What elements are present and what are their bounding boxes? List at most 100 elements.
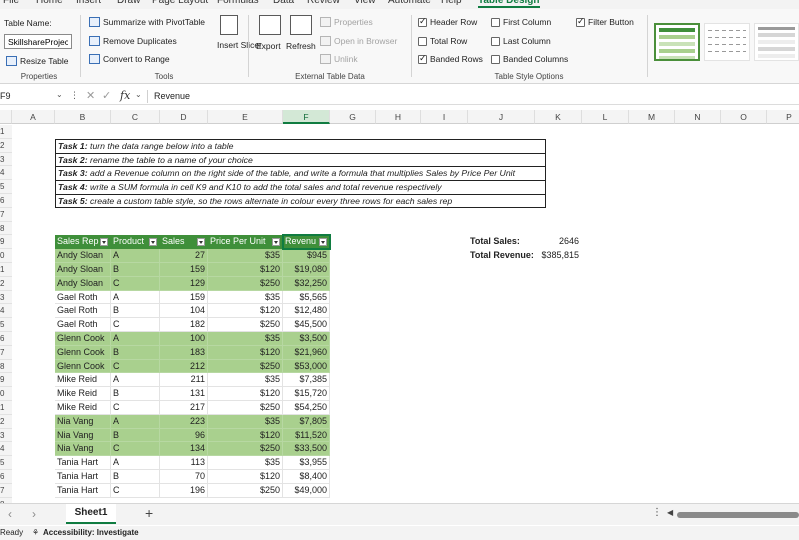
table-cell-rep[interactable]: Andy Sloan bbox=[55, 249, 111, 263]
row-header[interactable]: 9 bbox=[0, 373, 12, 388]
table-cell-revenue[interactable]: $49,000 bbox=[283, 483, 330, 498]
row-header[interactable]: 9 bbox=[0, 235, 12, 250]
table-name-input[interactable] bbox=[4, 34, 72, 49]
remove-duplicates-button[interactable]: Remove Duplicates bbox=[103, 36, 177, 46]
table-cell-sales[interactable]: 159 bbox=[160, 263, 208, 277]
table-cell-sales[interactable]: 159 bbox=[160, 290, 208, 305]
table-cell-rep[interactable]: Andy Sloan bbox=[55, 263, 111, 277]
table-cell-price[interactable]: $120 bbox=[208, 387, 283, 401]
table-style-light-swatch[interactable] bbox=[704, 23, 750, 61]
table-cell-rep[interactable]: Glenn Cook bbox=[55, 359, 111, 374]
ribbon-tab-review[interactable]: Review bbox=[307, 0, 340, 6]
scroll-left-icon[interactable]: ◀ bbox=[667, 508, 674, 517]
table-cell-price[interactable]: $120 bbox=[208, 428, 283, 443]
column-header-d[interactable]: D bbox=[160, 110, 208, 124]
ribbon-tab-view[interactable]: View bbox=[354, 0, 376, 6]
table-cell-rep[interactable]: Gael Roth bbox=[55, 304, 111, 319]
filter-dropdown-icon[interactable] bbox=[272, 238, 280, 247]
table-cell-revenue[interactable]: $32,250 bbox=[283, 276, 330, 291]
ribbon-tab-draw[interactable]: Draw bbox=[117, 0, 141, 6]
table-cell-rep[interactable]: Nia Vang bbox=[55, 414, 111, 429]
table-cell-rep[interactable]: Gael Roth bbox=[55, 290, 111, 305]
column-header-j[interactable]: J bbox=[468, 110, 535, 124]
refresh-button[interactable]: Refresh bbox=[286, 41, 316, 51]
row-header[interactable]: 4 bbox=[0, 166, 12, 181]
accessibility-status[interactable]: Accessibility: Investigate bbox=[43, 528, 139, 537]
table-cell-revenue[interactable]: $3,500 bbox=[283, 332, 330, 346]
table-cell-product[interactable]: B bbox=[111, 470, 160, 484]
table-cell-product[interactable]: B bbox=[111, 263, 160, 277]
row-header[interactable]: 0 bbox=[0, 387, 12, 401]
table-cell-sales[interactable]: 212 bbox=[160, 359, 208, 374]
table-cell-product[interactable]: A bbox=[111, 290, 160, 305]
sheet-tab-sheet1[interactable]: Sheet1 bbox=[66, 504, 116, 524]
table-header-sales[interactable]: Sales bbox=[160, 235, 208, 250]
table-style-gray-swatch[interactable] bbox=[754, 23, 799, 61]
row-header[interactable]: 5 bbox=[0, 180, 12, 194]
open-in-browser-button[interactable]: Open in Browser bbox=[334, 36, 398, 46]
table-cell-sales[interactable]: 217 bbox=[160, 401, 208, 415]
table-cell-revenue[interactable]: $11,520 bbox=[283, 428, 330, 443]
table-cell-revenue[interactable]: $12,480 bbox=[283, 304, 330, 319]
table-cell-rep[interactable]: Mike Reid bbox=[55, 401, 111, 415]
table-cell-sales[interactable]: 27 bbox=[160, 249, 208, 263]
column-header-l[interactable]: L bbox=[582, 110, 629, 124]
table-cell-rep[interactable]: Tania Hart bbox=[55, 470, 111, 484]
filter-dropdown-icon[interactable] bbox=[197, 238, 205, 247]
table-style-green-swatch[interactable] bbox=[654, 23, 700, 61]
add-sheet-icon[interactable]: + bbox=[145, 505, 154, 521]
table-header-product[interactable]: Product bbox=[111, 235, 160, 250]
ribbon-tab-insert[interactable]: Insert bbox=[76, 0, 102, 6]
function-dropdown-icon[interactable]: ⌄ bbox=[135, 90, 142, 99]
table-cell-rep[interactable]: Tania Hart bbox=[55, 456, 111, 470]
table-cell-revenue[interactable]: $7,385 bbox=[283, 373, 330, 388]
row-header[interactable]: 8 bbox=[0, 221, 12, 236]
table-cell-sales[interactable]: 134 bbox=[160, 442, 208, 457]
table-cell-product[interactable]: C bbox=[111, 276, 160, 291]
table-cell-price[interactable]: $35 bbox=[208, 373, 283, 388]
summarize-pivottable-button[interactable]: Summarize with PivotTable bbox=[103, 17, 206, 27]
table-cell-revenue[interactable]: $8,400 bbox=[283, 470, 330, 484]
table-cell-revenue[interactable]: $945 bbox=[283, 249, 330, 263]
ribbon-tab-page-layout[interactable]: Page Layout bbox=[152, 0, 209, 6]
table-cell-sales[interactable]: 129 bbox=[160, 276, 208, 291]
last-column-checkbox[interactable] bbox=[491, 37, 500, 46]
insert-function-icon[interactable]: fx bbox=[120, 89, 131, 102]
row-header[interactable]: 3 bbox=[0, 290, 12, 305]
table-cell-revenue[interactable]: $33,500 bbox=[283, 442, 330, 457]
table-cell-price[interactable]: $120 bbox=[208, 263, 283, 277]
table-cell-product[interactable]: C bbox=[111, 483, 160, 498]
row-header[interactable]: 3 bbox=[0, 152, 12, 167]
table-cell-revenue[interactable]: $3,955 bbox=[283, 456, 330, 470]
table-cell-product[interactable]: A bbox=[111, 249, 160, 263]
table-cell-price[interactable]: $120 bbox=[208, 345, 283, 360]
row-header[interactable]: 7 bbox=[0, 207, 12, 222]
total-revenue-value[interactable]: $385,815 bbox=[541, 250, 579, 261]
table-cell-rep[interactable]: Mike Reid bbox=[55, 387, 111, 401]
name-box[interactable]: F9 bbox=[0, 91, 11, 101]
banded-columns-checkbox[interactable] bbox=[491, 55, 500, 64]
table-cell-product[interactable]: B bbox=[111, 387, 160, 401]
column-header-a[interactable]: A bbox=[12, 110, 55, 124]
table-cell-revenue[interactable]: $7,805 bbox=[283, 414, 330, 429]
row-header[interactable]: 1 bbox=[0, 401, 12, 415]
first-column-checkbox[interactable] bbox=[491, 18, 500, 27]
table-cell-revenue[interactable]: $19,080 bbox=[283, 263, 330, 277]
row-header[interactable]: 1 bbox=[0, 263, 12, 277]
table-cell-price[interactable]: $250 bbox=[208, 442, 283, 457]
table-cell-price[interactable]: $35 bbox=[208, 290, 283, 305]
column-header-f[interactable]: F bbox=[283, 110, 330, 124]
banded-rows-checkbox[interactable] bbox=[418, 53, 427, 64]
table-cell-sales[interactable]: 100 bbox=[160, 332, 208, 346]
table-cell-sales[interactable]: 182 bbox=[160, 318, 208, 332]
row-header[interactable]: 6 bbox=[0, 332, 12, 346]
row-header[interactable]: 2 bbox=[0, 414, 12, 429]
row-header[interactable]: 6 bbox=[0, 194, 12, 208]
row-header[interactable]: 3 bbox=[0, 428, 12, 443]
table-cell-product[interactable]: B bbox=[111, 345, 160, 360]
table-header-price-per-unit[interactable]: Price Per Unit bbox=[208, 235, 283, 250]
column-header-c[interactable]: C bbox=[111, 110, 160, 124]
ribbon-tab-home[interactable]: Home bbox=[36, 0, 63, 6]
table-cell-product[interactable]: C bbox=[111, 401, 160, 415]
row-header[interactable]: 2 bbox=[0, 138, 12, 153]
